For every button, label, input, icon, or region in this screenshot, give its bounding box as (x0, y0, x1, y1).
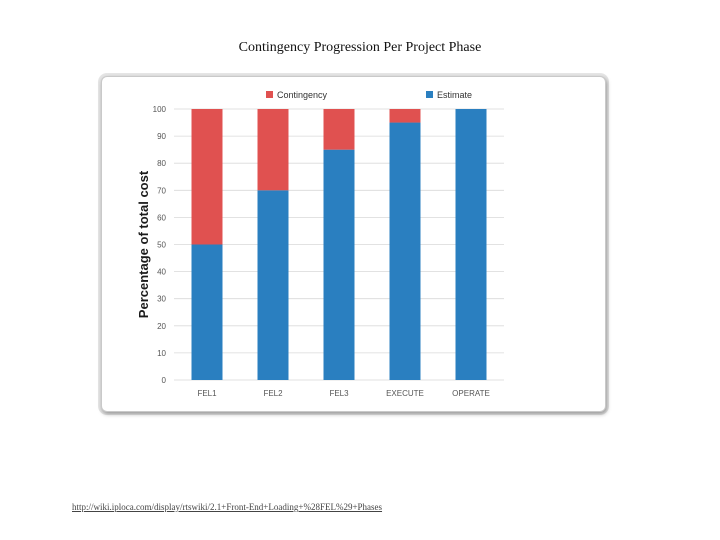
y-tick-label: 40 (157, 268, 166, 277)
bar-estimate-fel2 (257, 190, 289, 380)
bar-estimate-execute (389, 122, 421, 381)
page-title: Contingency Progression Per Project Phas… (238, 40, 482, 55)
bar-contingency-fel3 (323, 109, 355, 150)
legend-swatch-estimate (426, 91, 433, 98)
chart-card: 0 10 20 30 40 50 60 70 80 90 100 Percentage of tota… (101, 76, 606, 412)
y-tick-label: 80 (157, 159, 166, 168)
y-tick-label: 90 (157, 132, 166, 141)
bar-contingency-execute (389, 109, 421, 123)
stacked-bar-chart: 0 10 20 30 40 50 60 70 80 90 100 Percentage of tota… (136, 90, 504, 398)
y-axis-title: Percentage of total cost (136, 170, 151, 318)
y-tick-label: 20 (157, 322, 166, 331)
source-link[interactable]: http://wiki.iploca.com/display/rtswiki/2… (72, 502, 383, 512)
y-tick-label: 10 (157, 349, 166, 358)
x-tick-label: FEL3 (329, 389, 349, 398)
bar-estimate-fel3 (323, 149, 355, 380)
y-tick-label: 50 (157, 241, 166, 250)
x-tick-label: OPERATE (452, 389, 490, 398)
legend-label-estimate: Estimate (437, 90, 472, 100)
x-tick-label: EXECUTE (386, 389, 424, 398)
y-tick-label: 70 (157, 186, 166, 195)
bar-estimate-fel1 (191, 244, 223, 380)
y-tick-label: 30 (157, 295, 166, 304)
legend-swatch-contingency (266, 91, 273, 98)
bar-contingency-fel1 (191, 109, 223, 245)
bar-contingency-fel2 (257, 109, 289, 191)
y-tick-label: 100 (153, 105, 167, 114)
x-tick-label: FEL1 (197, 389, 217, 398)
legend-label-contingency: Contingency (277, 90, 328, 100)
y-tick-label: 0 (162, 376, 167, 385)
y-tick-label: 60 (157, 213, 166, 222)
bar-estimate-operate (455, 109, 487, 380)
x-tick-label: FEL2 (263, 389, 283, 398)
